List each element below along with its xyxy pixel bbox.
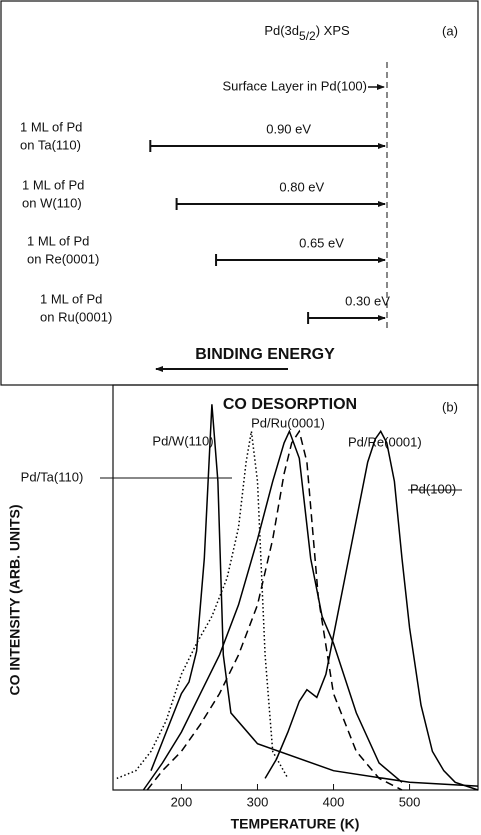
series-line: [142, 429, 403, 791]
row-label: on Re(0001): [27, 251, 99, 266]
series-label: Pd/W(110): [152, 433, 213, 448]
series-line: [146, 429, 403, 791]
shift-label: 0.65 eV: [299, 235, 344, 250]
series-label: Pd/Re(0001): [348, 434, 422, 449]
panel-a-frame: [0, 0, 479, 386]
x-tick-label: 200: [171, 794, 193, 809]
panel-a-title: Pd(3d5/2) XPS: [264, 23, 350, 43]
row-label: on W(110): [22, 195, 82, 210]
binding-energy-label: BINDING ENERGY: [195, 346, 335, 363]
series-line: [264, 429, 479, 791]
row-label: on Ru(0001): [40, 309, 112, 324]
shift-label: 0.30 eV: [345, 293, 390, 308]
x-tick-label: 400: [323, 794, 345, 809]
panel-a-label: (a): [442, 23, 458, 38]
y-axis-label: CO INTENSITY (ARB. UNITS): [7, 504, 23, 695]
x-tick-label: 300: [247, 794, 269, 809]
shift-label: 0.90 eV: [266, 121, 311, 136]
series-label: Pd/Ru(0001): [251, 415, 325, 430]
panel-b-label: (b): [442, 399, 458, 414]
reference-label: Surface Layer in Pd(100): [222, 78, 367, 93]
row-label: on Ta(110): [20, 137, 81, 152]
row-label: 1 ML of Pd: [22, 177, 84, 192]
series-label: Pd/Ta(110): [21, 469, 84, 484]
x-tick-label: 500: [399, 794, 421, 809]
row-label: 1 ML of Pd: [40, 291, 102, 306]
series-label: Pd(100): [410, 481, 456, 496]
x-axis-label: TEMPERATURE (K): [231, 816, 360, 832]
panel-b-frame: [112, 384, 479, 791]
row-label: 1 ML of Pd: [20, 119, 82, 134]
shift-label: 0.80 eV: [279, 179, 324, 194]
row-label: 1 ML of Pd: [27, 233, 89, 248]
series-line: [116, 431, 289, 780]
series-line: [150, 404, 479, 787]
panel-b-title: CO DESORPTION: [223, 396, 357, 413]
